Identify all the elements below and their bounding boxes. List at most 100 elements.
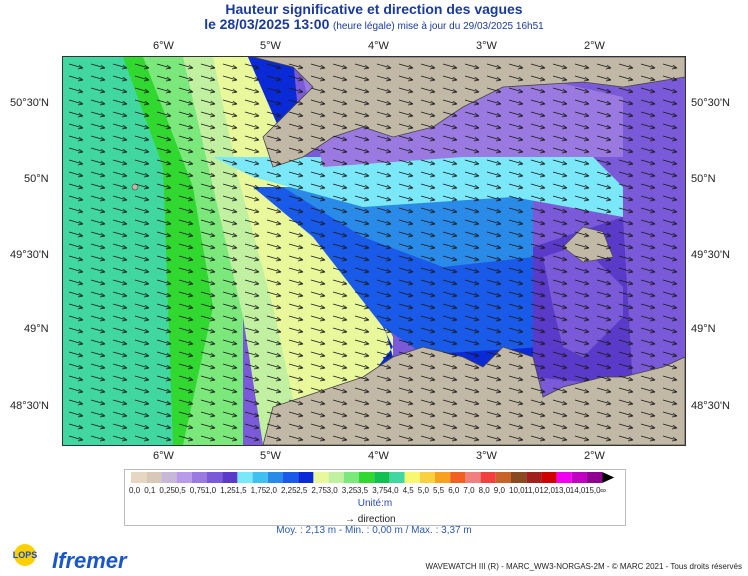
direction-arrow — [68, 327, 84, 334]
direction-arrow — [442, 171, 458, 178]
direction-arrow — [662, 123, 678, 130]
legend-label: 7,0 — [463, 486, 475, 495]
direction-arrow — [420, 291, 436, 298]
direction-arrow — [134, 63, 150, 70]
direction-arrow — [508, 327, 524, 334]
direction-arrow — [90, 303, 106, 310]
legend-label: 1,75 — [250, 486, 267, 495]
direction-arrow — [332, 123, 348, 130]
direction-arrow — [464, 327, 480, 334]
direction-arrow — [618, 435, 634, 442]
direction-arrow — [530, 339, 546, 346]
direction-arrow — [662, 195, 678, 202]
direction-arrow — [618, 87, 634, 94]
direction-arrow — [420, 111, 436, 118]
direction-arrow — [310, 159, 326, 166]
direction-arrow — [442, 375, 458, 382]
direction-arrow — [420, 147, 436, 154]
legend-swatch — [207, 472, 223, 483]
direction-arrow — [134, 183, 150, 190]
direction-arrow — [134, 243, 150, 250]
direction-arrow — [178, 411, 194, 418]
direction-arrow — [486, 147, 502, 154]
direction-arrow — [508, 63, 524, 70]
direction-arrow — [354, 351, 370, 358]
england-coast — [252, 57, 685, 168]
direction-arrow — [420, 303, 436, 310]
direction-arrow — [354, 219, 370, 226]
direction-arrow — [530, 147, 546, 154]
legend-label: 14,0 — [569, 486, 586, 495]
direction-arrow — [354, 111, 370, 118]
direction-arrow — [310, 267, 326, 274]
direction-arrow — [266, 99, 282, 106]
direction-arrow — [464, 75, 480, 82]
direction-arrow — [640, 111, 656, 118]
direction-arrow — [332, 375, 348, 382]
direction-arrow — [134, 327, 150, 334]
direction-arrow — [134, 399, 150, 406]
direction-arrow — [530, 171, 546, 178]
direction-arrow — [574, 243, 590, 250]
update-note: (heure légale) mise à jour du 29/03/2025… — [333, 21, 544, 32]
direction-arrow — [244, 435, 260, 442]
direction-arrow — [508, 339, 524, 346]
direction-arrow — [68, 243, 84, 250]
map-subtitle: le 28/03/2025 13:00 (heure légale) mise … — [0, 16, 748, 32]
direction-arrow — [244, 243, 260, 250]
direction-arrow — [332, 195, 348, 202]
direction-arrow — [464, 399, 480, 406]
direction-arrow — [266, 399, 282, 406]
direction-arrow — [134, 147, 150, 154]
direction-arrow — [354, 339, 370, 346]
direction-arrow — [662, 75, 678, 82]
direction-arrow — [68, 423, 84, 430]
direction-arrow — [178, 291, 194, 298]
direction-arrow — [596, 255, 612, 262]
direction-arrow — [200, 219, 216, 226]
direction-arrow — [640, 267, 656, 274]
direction-arrow — [596, 159, 612, 166]
legend-swatch — [343, 472, 359, 483]
direction-arrow — [354, 243, 370, 250]
direction-arrow — [178, 351, 194, 358]
direction-arrow — [112, 111, 128, 118]
direction-arrow — [618, 267, 634, 274]
direction-arrow — [134, 111, 150, 118]
direction-arrow — [156, 195, 172, 202]
direction-arrow — [178, 123, 194, 130]
direction-arrow — [596, 231, 612, 238]
direction-arrow — [530, 231, 546, 238]
wave-height-map[interactable] — [62, 56, 686, 446]
direction-arrow — [530, 207, 546, 214]
direction-arrow — [178, 183, 194, 190]
direction-arrow — [574, 123, 590, 130]
direction-arrow — [640, 219, 656, 226]
direction-arrow — [310, 219, 326, 226]
legend-label: 0,0 — [129, 486, 141, 495]
direction-arrow — [530, 219, 546, 226]
direction-arrow — [68, 99, 84, 106]
direction-arrow — [596, 291, 612, 298]
direction-arrow — [68, 339, 84, 346]
direction-arrow — [134, 411, 150, 418]
direction-arrow — [486, 159, 502, 166]
direction-arrow — [310, 399, 326, 406]
direction-arrow — [376, 243, 392, 250]
sea-band-cyan — [213, 157, 623, 217]
direction-arrow — [376, 111, 392, 118]
direction-arrow — [332, 75, 348, 82]
direction-arrow — [530, 351, 546, 358]
direction-arrow — [134, 255, 150, 262]
cotentin-land — [562, 226, 614, 263]
direction-arrow — [442, 267, 458, 274]
direction-arrow — [618, 219, 634, 226]
legend-label: 3,75 — [372, 486, 388, 495]
direction-arrow — [442, 207, 458, 214]
lat-label-right: 50°30'N — [691, 97, 730, 109]
direction-arrow — [574, 339, 590, 346]
direction-arrow — [200, 363, 216, 370]
direction-arrow — [618, 303, 634, 310]
direction-arrow — [530, 111, 546, 118]
direction-arrow — [596, 435, 612, 442]
